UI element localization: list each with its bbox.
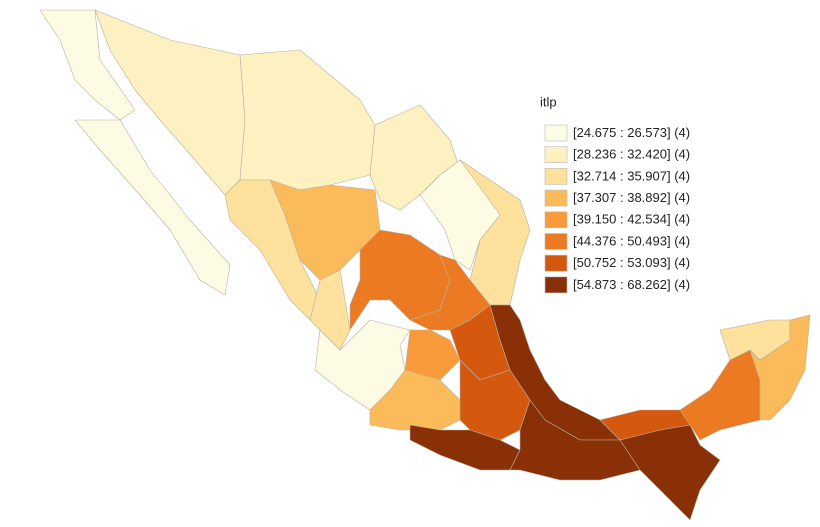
legend-swatch xyxy=(544,168,568,185)
legend-swatch xyxy=(544,146,568,163)
legend-swatch xyxy=(544,233,568,250)
legend-title: itlp xyxy=(540,94,557,109)
legend-swatch xyxy=(544,276,568,294)
state xyxy=(679,349,761,441)
state xyxy=(619,424,721,521)
legend-label: [54.873 : 68.262] (4) xyxy=(573,277,690,292)
legend-label: [28.236 : 32.420] (4) xyxy=(573,147,690,162)
states xyxy=(39,9,811,521)
legend-swatch xyxy=(544,211,568,229)
legend-swatch xyxy=(544,254,568,272)
legend-label: [37.307 : 38.892] (4) xyxy=(573,190,690,205)
legend-label: [39.150 : 42.534] (4) xyxy=(573,212,690,227)
state xyxy=(509,399,641,481)
legend-label: [44.376 : 50.493] (4) xyxy=(573,233,690,248)
legend: [24.675 : 26.573] (4) [28.236 : 32.420] (… xyxy=(544,124,690,294)
state xyxy=(749,314,811,421)
legend-swatch xyxy=(544,124,568,142)
state xyxy=(314,319,411,411)
state xyxy=(239,49,376,191)
state xyxy=(459,359,531,441)
legend-label: [50.752 : 53.093] (4) xyxy=(573,255,690,270)
state xyxy=(74,119,231,296)
legend-label: [24.675 : 26.573] (4) xyxy=(573,125,690,140)
legend-swatch xyxy=(544,189,568,207)
state xyxy=(309,269,351,351)
legend-label: [32.714 : 35.907] (4) xyxy=(573,168,690,183)
